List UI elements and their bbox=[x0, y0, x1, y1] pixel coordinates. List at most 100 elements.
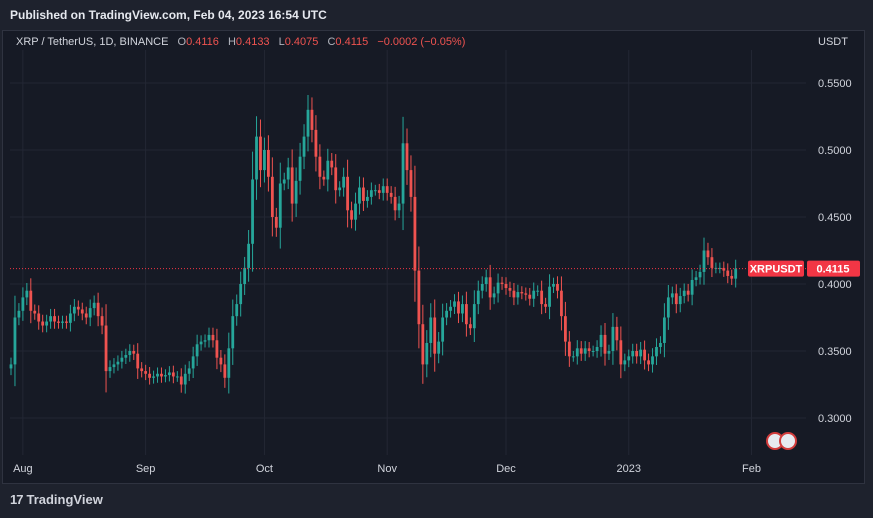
candle bbox=[314, 129, 318, 157]
candle bbox=[465, 304, 468, 325]
candle bbox=[203, 340, 207, 342]
candle bbox=[76, 306, 80, 310]
candle bbox=[366, 196, 369, 201]
candle bbox=[643, 349, 646, 361]
low-value: 0.4075 bbox=[284, 36, 319, 48]
candle bbox=[346, 176, 349, 211]
candle bbox=[108, 367, 112, 372]
candle bbox=[639, 349, 643, 357]
candle bbox=[140, 368, 144, 372]
candle bbox=[132, 351, 136, 354]
y-tick-label: 0.3500 bbox=[818, 346, 852, 358]
candle bbox=[476, 290, 480, 305]
published-text: Published on TradingView.com, Feb 04, 20… bbox=[10, 8, 327, 22]
candle bbox=[310, 109, 314, 130]
candle bbox=[302, 136, 306, 157]
candle bbox=[670, 293, 674, 298]
x-tick-label: Feb bbox=[742, 463, 761, 475]
candle bbox=[207, 334, 211, 341]
candle bbox=[124, 355, 128, 358]
candle bbox=[540, 290, 544, 305]
candle bbox=[718, 267, 722, 269]
symbol-title[interactable]: XRP / TetherUS, 1D, BINANCE bbox=[16, 36, 169, 48]
x-tick-label: Sep bbox=[136, 463, 156, 475]
candle bbox=[623, 360, 627, 365]
candle bbox=[187, 368, 191, 374]
candle bbox=[294, 180, 298, 204]
tradingview-logo-icon: 17 bbox=[10, 492, 24, 507]
candle bbox=[274, 217, 278, 228]
candle bbox=[243, 267, 247, 284]
candle bbox=[53, 316, 56, 322]
candle bbox=[29, 290, 33, 311]
candle bbox=[25, 290, 29, 298]
candle bbox=[591, 351, 595, 352]
candle bbox=[710, 257, 714, 268]
candle bbox=[393, 196, 397, 211]
candle bbox=[690, 279, 694, 295]
change-value: −0.0002 (−0.05%) bbox=[377, 36, 466, 48]
candle bbox=[480, 284, 484, 291]
candle bbox=[548, 286, 551, 307]
candle bbox=[564, 316, 567, 342]
x-tick-label: Nov bbox=[377, 463, 397, 475]
candle bbox=[429, 317, 433, 343]
candle bbox=[96, 302, 100, 317]
close-value: 0.4115 bbox=[335, 36, 369, 48]
candle bbox=[88, 308, 92, 318]
candle bbox=[342, 176, 346, 188]
close-label: C bbox=[327, 36, 336, 48]
candle bbox=[358, 187, 361, 204]
candle bbox=[191, 356, 195, 369]
candle bbox=[164, 375, 167, 377]
candle bbox=[647, 360, 650, 365]
candle bbox=[698, 271, 702, 278]
candle bbox=[171, 372, 175, 377]
candle bbox=[587, 348, 591, 351]
currency-label[interactable]: USDT bbox=[818, 36, 848, 48]
candle bbox=[326, 160, 330, 180]
candle bbox=[219, 357, 223, 365]
candle bbox=[120, 357, 124, 362]
high-label: H bbox=[227, 36, 236, 48]
candle bbox=[61, 321, 64, 323]
candle bbox=[694, 277, 698, 280]
candle bbox=[560, 290, 563, 317]
candle bbox=[607, 351, 611, 354]
candle bbox=[17, 310, 21, 318]
flag-icon[interactable] bbox=[779, 432, 797, 450]
candle bbox=[512, 290, 516, 298]
candle bbox=[322, 176, 326, 180]
candle bbox=[603, 334, 607, 354]
y-tick-label: 0.3000 bbox=[818, 413, 852, 425]
candle bbox=[686, 290, 690, 295]
candle bbox=[663, 317, 666, 343]
candle bbox=[373, 190, 377, 192]
candle bbox=[488, 277, 492, 298]
candle bbox=[674, 293, 678, 305]
candle bbox=[595, 346, 599, 351]
candle bbox=[65, 321, 68, 323]
candle bbox=[223, 364, 227, 378]
tradingview-logo[interactable]: 17 TradingView bbox=[10, 492, 103, 507]
candle bbox=[179, 376, 183, 385]
candle bbox=[381, 186, 385, 193]
candle bbox=[183, 373, 187, 385]
top-bar: Published on TradingView.com, Feb 04, 20… bbox=[0, 0, 873, 30]
candle bbox=[730, 275, 734, 279]
y-tick-label: 0.5000 bbox=[818, 145, 852, 157]
candle bbox=[239, 284, 243, 305]
candle bbox=[9, 364, 13, 369]
candle bbox=[80, 309, 84, 314]
candle bbox=[350, 210, 353, 220]
candle bbox=[524, 293, 528, 295]
candle bbox=[385, 186, 389, 193]
candle bbox=[362, 187, 365, 201]
candle bbox=[306, 109, 310, 137]
x-tick-label: 2023 bbox=[617, 463, 641, 475]
high-value: 0.4133 bbox=[235, 36, 270, 48]
candle bbox=[722, 267, 726, 271]
candle bbox=[472, 304, 476, 329]
candle bbox=[369, 190, 373, 197]
